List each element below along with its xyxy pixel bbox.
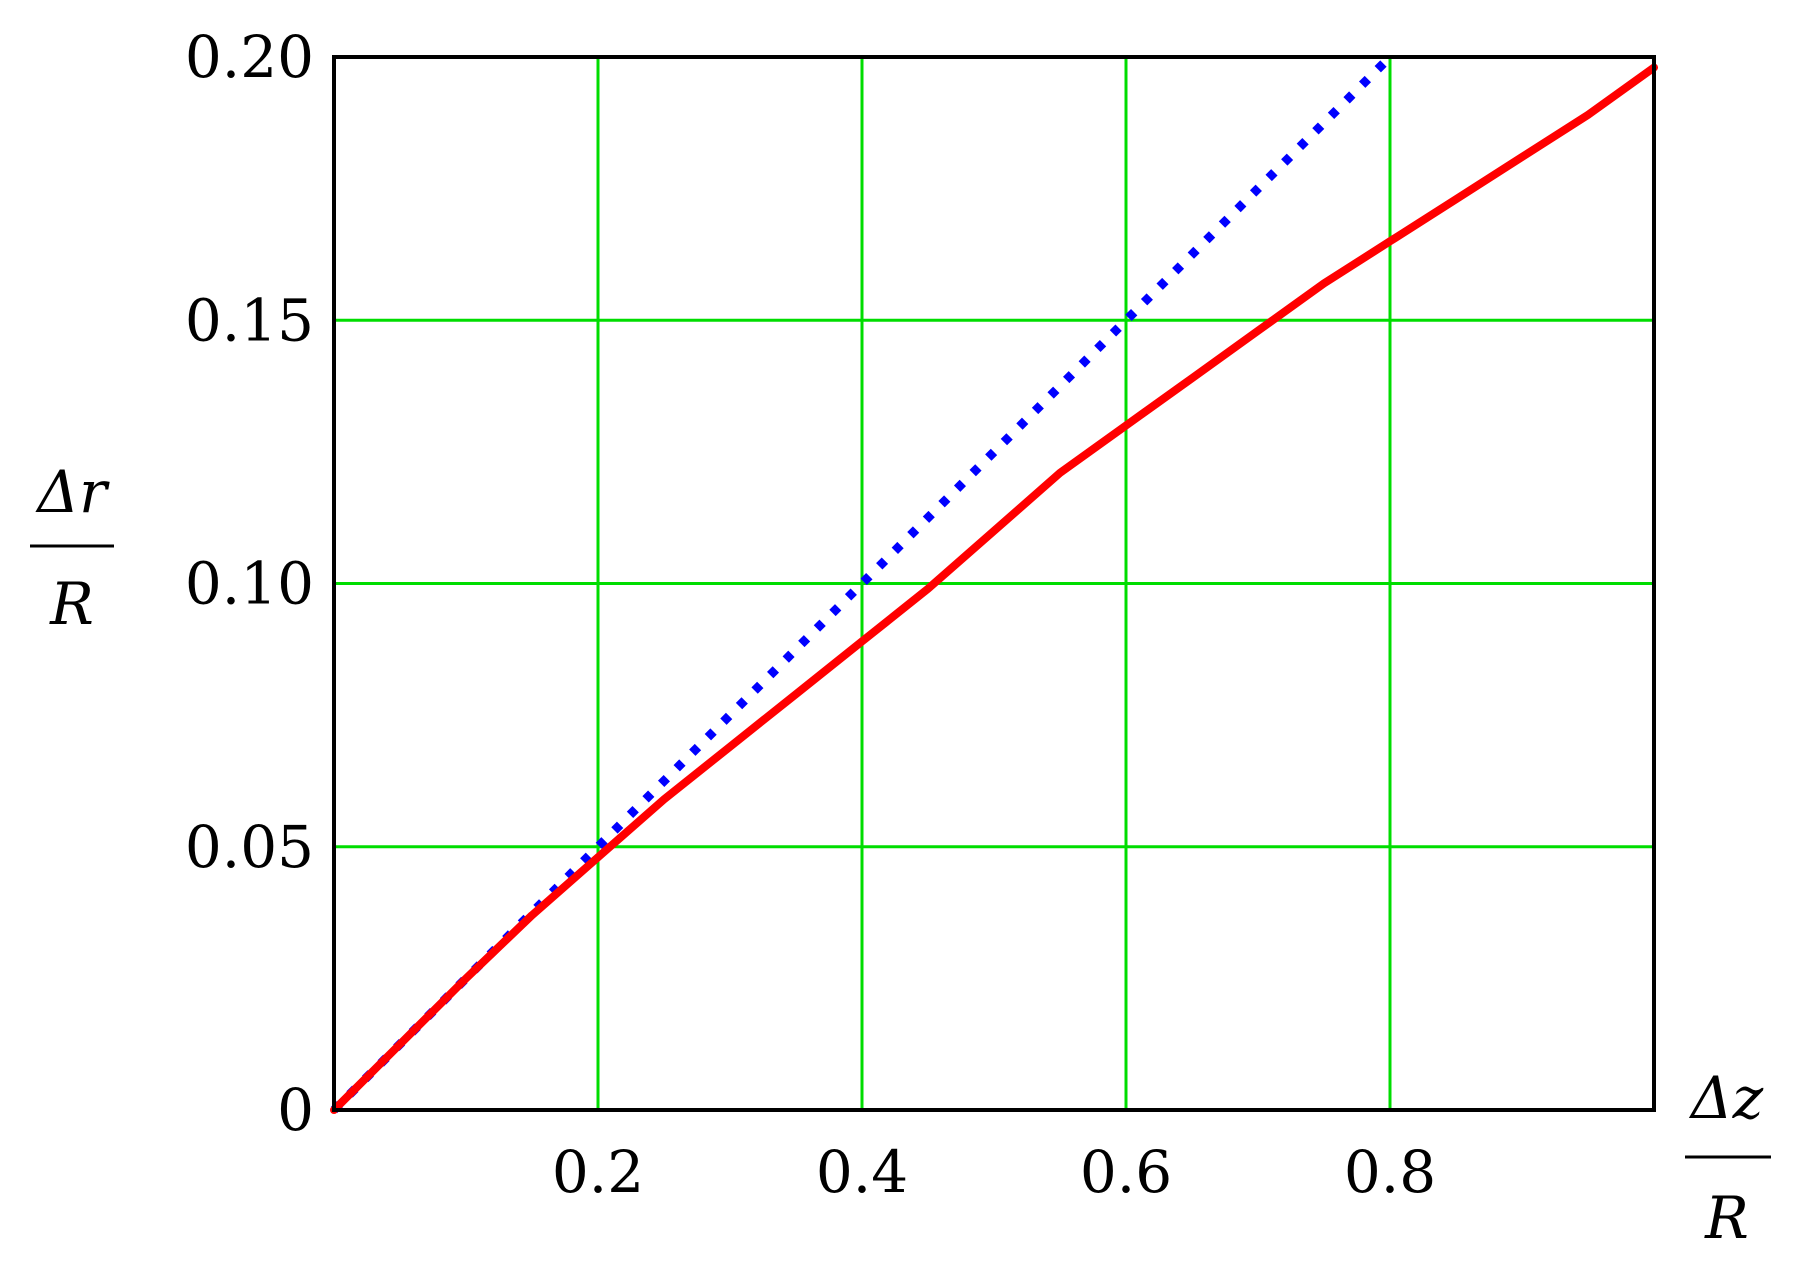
y-tick-label: 0.10 [185,550,314,618]
y-tick-label: 0 [277,1076,314,1144]
y-tick-labels: 0 0.05 0.10 0.15 0.20 [185,23,314,1144]
y-tick-label: 0.05 [185,813,314,881]
x-tick-label: 0.4 [816,1138,908,1206]
series-line-solid-red [330,63,1658,1114]
y-axis-label-denominator: R [49,570,94,638]
x-tick-label: 0.6 [1080,1138,1172,1206]
grid-lines [334,57,1654,1110]
y-tick-label: 0.20 [185,23,314,91]
x-axis-label-numerator: Δz [1689,1064,1764,1132]
y-axis-label: Δr R [30,458,114,638]
x-axis-label-denominator: R [1704,1184,1749,1252]
y-tick-label: 0.15 [185,286,314,354]
x-tick-labels: 0.2 0.4 0.6 0.8 [552,1138,1436,1206]
x-tick-label: 0.2 [552,1138,644,1206]
plot-frame [332,55,1656,1112]
x-axis-label: Δz R [1685,1064,1771,1252]
y-axis-label-numerator: Δr [35,458,110,526]
x-tick-label: 0.8 [1344,1138,1436,1206]
series-layer [330,53,1658,1114]
